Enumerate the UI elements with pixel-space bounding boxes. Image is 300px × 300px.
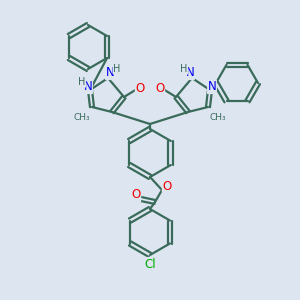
Text: N: N <box>84 80 92 94</box>
Text: H: H <box>180 64 188 74</box>
Text: Cl: Cl <box>144 257 156 271</box>
Text: N: N <box>106 67 114 80</box>
Text: O: O <box>162 179 172 193</box>
Text: H: H <box>78 77 86 87</box>
Text: O: O <box>131 188 141 202</box>
Text: H: H <box>113 64 121 74</box>
Text: CH₃: CH₃ <box>74 112 90 122</box>
Text: O: O <box>135 82 145 95</box>
Text: N: N <box>208 80 216 94</box>
Text: N: N <box>186 67 194 80</box>
Text: CH₃: CH₃ <box>210 112 226 122</box>
Text: O: O <box>155 82 165 95</box>
